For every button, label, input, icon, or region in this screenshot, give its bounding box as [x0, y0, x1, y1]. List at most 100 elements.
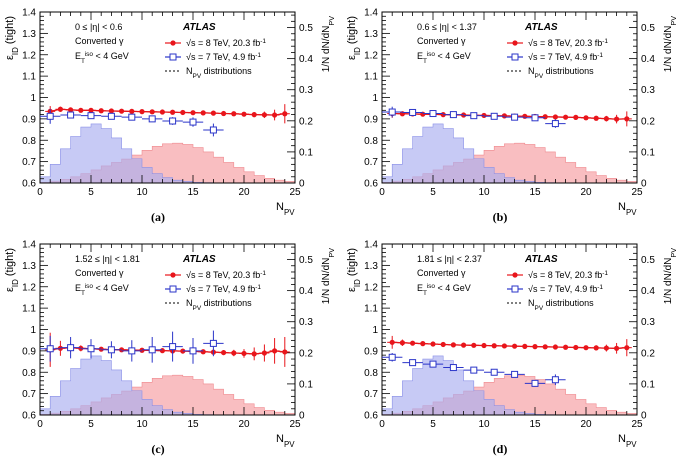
series-8tev-point — [241, 111, 247, 117]
x-axis-title: NPV — [276, 433, 295, 449]
panel-3: 0 5 10 15 20 25 0.6 0.7 0.8 0.9 1 1.1 1.2 1.3 1.4 0 0.1 0… — [4, 240, 336, 457]
legend-7tev-marker — [511, 285, 519, 293]
y-axis-title-part: ID — [353, 279, 362, 287]
series-8tev-point — [251, 351, 257, 357]
series-8tev-point — [78, 107, 84, 113]
series-8tev-point — [159, 109, 165, 115]
et-iso-label: ETiso < 4 GeV — [417, 51, 471, 65]
atlas-label: ATLAS — [182, 254, 216, 265]
legend-8tev-text-part: = 8 TeV, 20.3 fb — [195, 38, 260, 48]
series-7tev-point — [67, 111, 75, 119]
y-tick-label: 1.4 — [22, 8, 36, 19]
panel-letter: (a) — [151, 210, 165, 224]
legend-npv-text-part: distributions — [201, 66, 252, 76]
series-8tev-point — [614, 116, 620, 122]
x-tick-label: 20 — [580, 419, 592, 430]
series-7tev-point — [449, 364, 457, 372]
et-iso-label-part: iso — [85, 283, 94, 290]
y-tick-label: 1.4 — [364, 8, 378, 19]
y-tick-label: 0.7 — [364, 157, 378, 168]
legend-7tev-text-part: √s — [528, 284, 538, 294]
converted-label-part: Converted γ — [417, 36, 466, 46]
x-axis-title-part: N — [618, 201, 626, 213]
legend-8tev-marker — [512, 272, 518, 278]
y-axis-title-part: ID — [11, 279, 20, 287]
series-8tev-point — [282, 349, 288, 355]
atlas-label-part: ATLAS — [524, 22, 558, 33]
series-8tev-point — [461, 112, 467, 118]
y2-axis-title-part: PV — [327, 16, 336, 26]
y2-axis-title: 1/N dN/dNPV — [321, 16, 336, 72]
series-8tev-point — [170, 109, 176, 115]
et-iso-label-part: T — [81, 290, 85, 297]
panel-letter: (c) — [151, 442, 164, 456]
atlas-label-part: ATLAS — [182, 254, 216, 265]
y-tick-label: 1.1 — [22, 72, 36, 83]
x-axis-title-part: N — [276, 433, 284, 445]
y-tick-label: 0.7 — [22, 389, 36, 400]
series-8tev-point — [200, 349, 206, 355]
series-7tev-point — [148, 115, 156, 123]
x-tick-label: 15 — [187, 187, 199, 198]
series-8tev-point — [180, 348, 186, 354]
series-8tev-point — [129, 108, 135, 114]
series-8tev-point — [481, 342, 487, 349]
series-7tev-point — [409, 359, 417, 367]
legend-npv-text: NPV distributions — [186, 298, 252, 312]
y-tick-label: 1.3 — [22, 29, 36, 40]
series-8tev-point — [251, 112, 257, 118]
series-8tev-point — [221, 110, 227, 117]
y-tick-label: 1.2 — [22, 282, 36, 293]
y2-tick-label: 0.2 — [299, 116, 313, 127]
y2-tick-label: 0.5 — [641, 255, 655, 266]
series-7tev-point — [388, 353, 396, 361]
atlas-label: ATLAS — [524, 22, 558, 33]
legend-npv-text-part: N — [528, 298, 535, 308]
y-axis-title-part: (tight) — [346, 248, 358, 279]
et-iso-label-part: iso — [85, 51, 94, 58]
y2-axis-title-part: 1/N dN/dN — [663, 26, 674, 73]
panel-2: 0 5 10 15 20 25 0.6 0.7 0.8 0.9 1 1.1 1.2 1.3 1.4 0 0.1 0… — [346, 8, 678, 225]
series-8tev-point — [522, 343, 528, 349]
y-tick-label: 0.7 — [364, 389, 378, 400]
y2-axis-title-part: 1/N dN/dN — [663, 258, 674, 305]
legend-8tev-text-part: √s — [528, 270, 538, 280]
series-8tev-point — [450, 342, 456, 348]
x-tick-label: 5 — [88, 419, 94, 430]
x-tick-label: 15 — [529, 187, 541, 198]
legend-npv-text-part: PV — [193, 305, 202, 312]
x-tick-label: 5 — [430, 187, 436, 198]
series-8tev-point — [98, 108, 104, 114]
series-8tev-point — [552, 344, 558, 350]
series-7tev-point — [107, 346, 115, 354]
y2-axis-title-part: 1/N dN/dN — [321, 258, 332, 305]
legend-npv-text-part: distributions — [543, 298, 594, 308]
y2-axis-title: 1/N dN/dNPV — [663, 248, 678, 304]
legend-npv-text-part: PV — [193, 73, 202, 80]
series-8tev-point — [563, 344, 569, 350]
series-8tev-point — [108, 108, 114, 114]
x-axis-title-part: PV — [626, 440, 637, 449]
x-tick-label: 10 — [478, 187, 490, 198]
series-7tev-point — [531, 114, 539, 122]
y2-tick-label: 0 — [299, 179, 305, 190]
series-7tev-point — [449, 111, 457, 119]
series-8tev-point — [542, 114, 548, 120]
legend-8tev-text-part: -1 — [260, 38, 266, 45]
et-iso-label: ETiso < 4 GeV — [417, 283, 471, 297]
series-7tev-point — [551, 120, 559, 128]
x-axis-title-part: PV — [284, 440, 295, 449]
y-tick-label: 1.3 — [364, 261, 378, 272]
y2-tick-label: 0.2 — [299, 348, 313, 359]
legend-8tev-text-part: √s — [186, 270, 196, 280]
legend-npv-text: NPV distributions — [528, 298, 594, 312]
et-iso-label-part: T — [423, 58, 427, 65]
series-8tev-point — [68, 107, 74, 113]
series-8tev-point — [593, 115, 599, 121]
panel-4: 0 5 10 15 20 25 0.6 0.7 0.8 0.9 1 1.1 1.2 1.3 1.4 0 0.1 0… — [346, 240, 678, 457]
series-7tev-point — [388, 108, 396, 116]
series-8tev-point — [231, 111, 237, 117]
series-8tev-point — [231, 350, 237, 356]
series-7tev-point — [490, 368, 498, 376]
legend-8tev-text: √s = 8 TeV, 20.3 fb-1 — [528, 38, 608, 49]
